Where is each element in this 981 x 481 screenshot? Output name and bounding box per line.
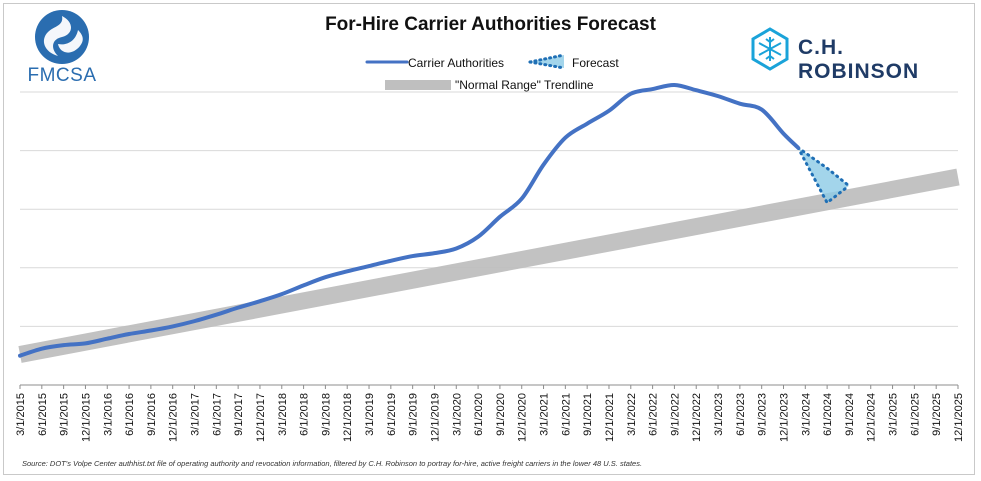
x-tick-label: 12/1/2018 [342, 393, 354, 442]
x-tick-label: 3/1/2020 [451, 393, 463, 436]
fmcsa-logo-text: FMCSA [27, 65, 97, 86]
x-tick-label: 6/1/2019 [386, 393, 398, 436]
x-tick-label: 6/1/2021 [560, 393, 572, 436]
x-tick-label: 12/1/2024 [866, 393, 878, 442]
chart-title: For-Hire Carrier Authorities Forecast [325, 14, 656, 35]
forecast-lower-line [796, 146, 851, 206]
legend-swatch-trendline [385, 80, 451, 90]
x-tick-label: 6/1/2015 [37, 393, 49, 436]
x-tick-label: 6/1/2024 [822, 393, 834, 436]
x-tick-label: 3/1/2022 [626, 393, 638, 436]
x-tick-label: 9/1/2024 [844, 393, 856, 436]
legend-label-carrier-authorities: Carrier Authorities [408, 56, 505, 70]
x-tick-label: 12/1/2016 [168, 393, 180, 442]
x-tick-label: 6/1/2025 [909, 393, 921, 436]
x-tick-label: 12/1/2022 [691, 393, 703, 442]
source-note: Source: DOT's Volpe Center authhist.txt … [22, 459, 643, 468]
x-tick-label: 12/1/2020 [517, 393, 529, 442]
x-tick-label: 12/1/2021 [604, 393, 616, 442]
x-tick-label: 9/1/2016 [146, 393, 158, 436]
x-tick-label: 3/1/2018 [277, 393, 289, 436]
x-tick-label: 12/1/2025 [953, 393, 965, 442]
x-tick-label: 3/1/2023 [713, 393, 725, 436]
x-tick-label: 6/1/2020 [473, 393, 485, 436]
legend-label-forecast: Forecast [572, 56, 619, 70]
x-tick-label: 6/1/2016 [124, 393, 136, 436]
x-tick-label: 12/1/2019 [429, 393, 441, 442]
ch-robinson-emblem-icon [751, 27, 789, 71]
chart-frame [3, 3, 975, 475]
x-tick-label: 9/1/2020 [495, 393, 507, 436]
ch-robinson-logo: C.H. ROBINSON [748, 27, 963, 83]
fmcsa-logo: FMCSA [22, 10, 102, 90]
x-tick-label: 3/1/2015 [15, 393, 27, 436]
forecast-fill [798, 147, 849, 203]
carrier-authorities-line [18, 82, 801, 358]
x-tick-label: 6/1/2023 [735, 393, 747, 436]
x-tick-label: 9/1/2018 [320, 393, 332, 436]
x-tick-label: 6/1/2018 [299, 393, 311, 436]
x-tick-label: 3/1/2024 [800, 393, 812, 436]
x-tick-label: 3/1/2025 [888, 393, 900, 436]
x-tick-label: 9/1/2021 [582, 393, 594, 436]
x-tick-label: 9/1/2023 [757, 393, 769, 436]
x-tick-label: 6/1/2022 [648, 393, 660, 436]
x-tick-label: 12/1/2017 [255, 393, 267, 442]
x-tick-label: 3/1/2021 [539, 393, 551, 436]
ch-robinson-logo-text: C.H. ROBINSON [798, 36, 920, 83]
fmcsa-emblem-icon [35, 10, 89, 64]
legend-swatch-carrier-authorities [365, 60, 409, 64]
forecast-upper-line [796, 146, 851, 188]
x-tick-label: 9/1/2022 [669, 393, 681, 436]
x-tick-label: 6/1/2017 [211, 393, 223, 436]
x-tick-label: 12/1/2015 [80, 393, 92, 442]
x-tick-label: 3/1/2019 [364, 393, 376, 436]
legend-label-trendline: "Normal Range" Trendline [455, 78, 594, 92]
x-tick-label: 9/1/2025 [931, 393, 943, 436]
x-tick-label: 9/1/2015 [59, 393, 71, 436]
x-tick-label: 3/1/2017 [190, 393, 202, 436]
x-tick-label: 9/1/2017 [233, 393, 245, 436]
x-tick-label: 9/1/2019 [408, 393, 420, 436]
x-tick-label: 12/1/2023 [778, 393, 790, 442]
x-tick-label: 3/1/2016 [102, 393, 114, 436]
legend-swatch-forecast [528, 53, 566, 70]
